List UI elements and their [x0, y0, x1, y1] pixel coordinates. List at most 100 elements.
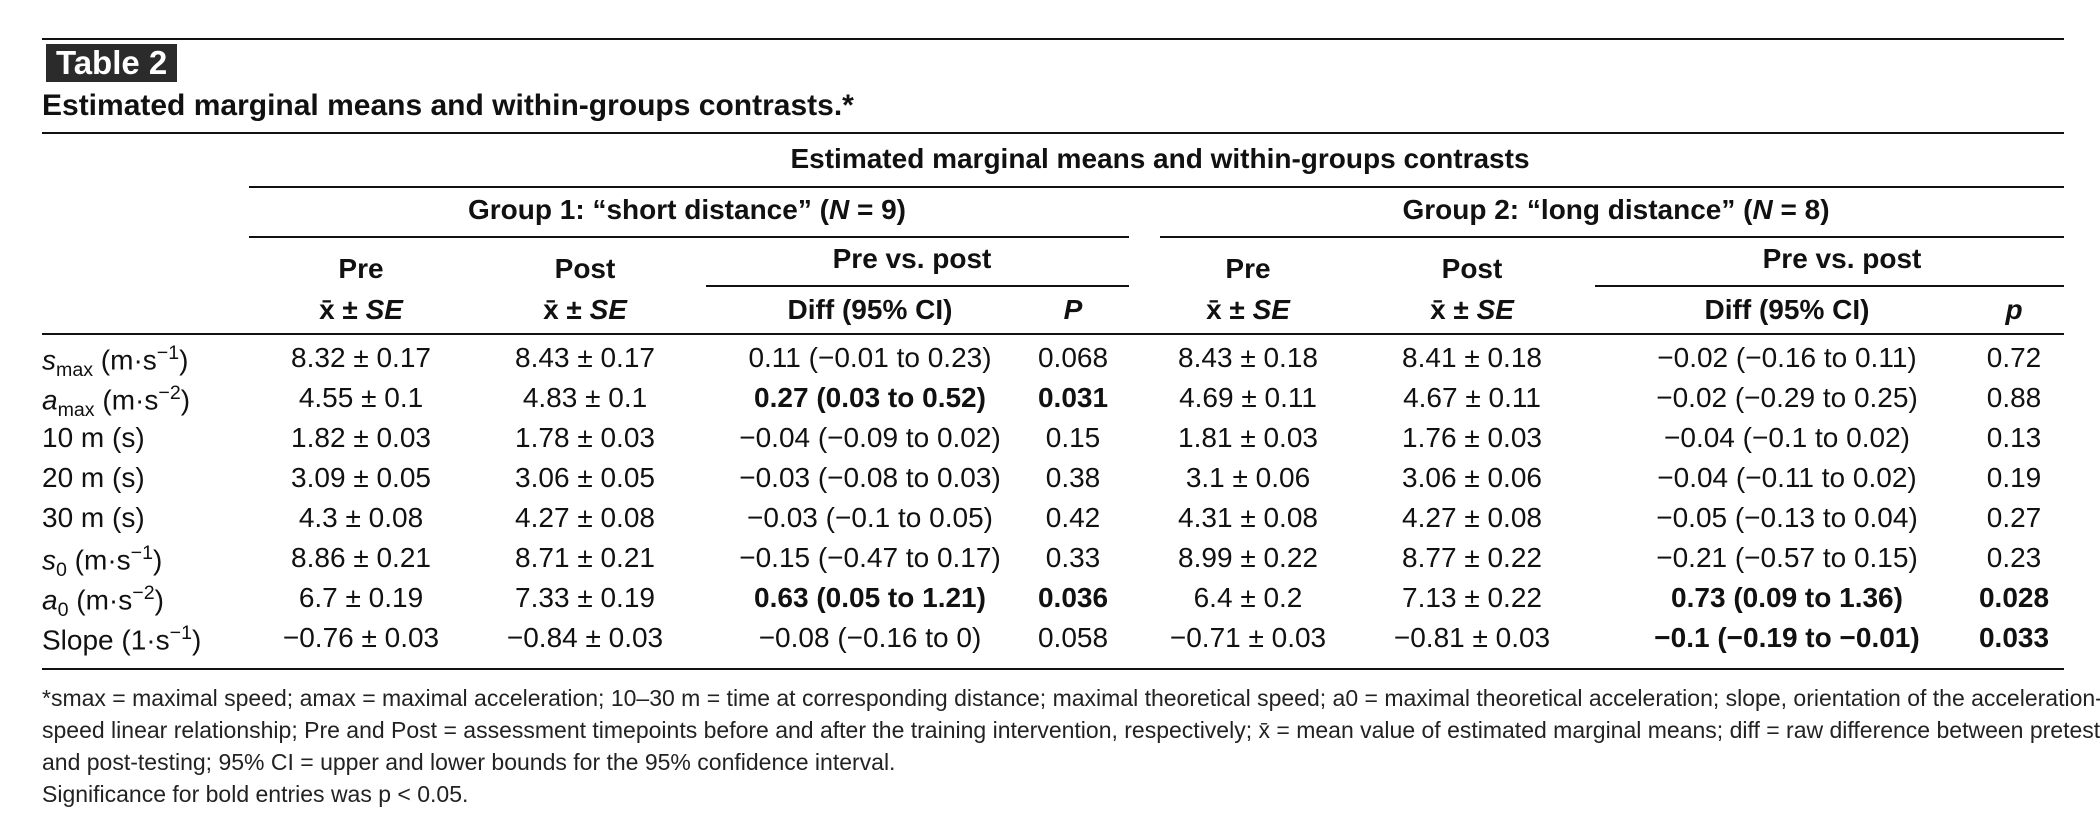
top-rule [42, 38, 2064, 40]
table-cell: 4.69 ± 0.11 [1179, 382, 1317, 413]
table-cell: 0.27 (0.03 to 0.52) [754, 382, 986, 413]
table-cell: 4.3 ± 0.08 [298, 502, 424, 533]
row-label: a0 (m·s−2) [42, 582, 164, 621]
row-label: amax (m·s−2) [42, 382, 191, 421]
table-cell: 0.38 [1045, 462, 1101, 493]
g1-prepost-header: Pre vs. post [832, 243, 992, 274]
table-cell: −0.02 (−0.29 to 0.25) [1656, 382, 1918, 413]
table-cell: −0.03 (−0.08 to 0.03) [739, 462, 1001, 493]
table-cell: 1.81 ± 0.03 [1178, 422, 1318, 453]
table-cell: 3.09 ± 0.05 [291, 462, 431, 493]
table-cell: 0.033 [1978, 622, 2050, 653]
table-cell: 8.43 ± 0.18 [1178, 342, 1318, 373]
table-cell: 0.33 [1045, 542, 1101, 573]
table-cell: 0.031 [1037, 382, 1109, 413]
table-cell: 4.55 ± 0.1 [298, 382, 424, 413]
table-cell: 0.036 [1037, 582, 1109, 613]
group1-header: Group 1: “short distance” (N = 9) [468, 194, 906, 225]
table-label: Table 2 [46, 44, 178, 82]
table-cell: −0.1 (−0.19 to −0.01) [1654, 622, 1920, 653]
table-cell: 8.77 ± 0.22 [1402, 542, 1542, 573]
caption-rule [42, 132, 2064, 134]
table-cell: 0.058 [1037, 622, 1109, 653]
table-cell: 4.83 ± 0.1 [522, 382, 648, 413]
table-cell: −0.02 (−0.16 to 0.11) [1657, 342, 1917, 373]
table-cell: 0.15 [1045, 422, 1101, 453]
row-label: 30 m (s) [42, 502, 145, 533]
g1-diff-header: Diff (95% CI) [787, 294, 953, 325]
table-cell: 0.42 [1045, 502, 1101, 533]
table-cell: 3.06 ± 0.06 [1402, 462, 1542, 493]
table-cell: 0.028 [1978, 582, 2050, 613]
header-bottom-rule [42, 333, 2064, 335]
table-cell: 0.13 [1986, 422, 2042, 453]
table-cell: 4.27 ± 0.08 [515, 502, 655, 533]
table-cell: 4.31 ± 0.08 [1178, 502, 1318, 533]
table-cell: 0.63 (0.05 to 1.21) [754, 582, 986, 613]
table-cell: 3.1 ± 0.06 [1185, 462, 1311, 493]
table-cell: 8.86 ± 0.21 [291, 542, 431, 573]
table-cell: 0.73 (0.09 to 1.36) [1671, 582, 1903, 613]
table-cell: 3.06 ± 0.05 [515, 462, 655, 493]
table-cell: −0.21 (−0.57 to 0.15) [1656, 542, 1918, 573]
table-cell: 0.11 (−0.01 to 0.23) [748, 342, 992, 373]
footnote-line: *smax = maximal speed; amax = maximal ac… [42, 685, 2100, 711]
table-cell: 6.4 ± 0.2 [1193, 582, 1303, 613]
g2-post-mean-se: x̄ ± SE [1430, 294, 1514, 325]
table-cell: 4.27 ± 0.08 [1402, 502, 1542, 533]
g2-prepost-rule [1595, 285, 2064, 287]
table-cell: −0.08 (−0.16 to 0) [758, 622, 982, 653]
table-caption: Estimated marginal means and within-grou… [42, 89, 854, 122]
g2-pre-header: Pre [1225, 253, 1271, 284]
footnote-line: and post-testing; 95% CI = upper and low… [42, 749, 896, 775]
table-cell: 0.72 [1986, 342, 2042, 373]
table-cell: 0.068 [1037, 342, 1109, 373]
g2-p-header: p [2005, 294, 2023, 325]
g2-prepost-header: Pre vs. post [1762, 243, 1922, 274]
table-cell: −0.84 ± 0.03 [506, 622, 664, 653]
row-label: smax (m·s−1) [42, 342, 189, 381]
g1-pre-header: Pre [338, 253, 384, 284]
row-label: 10 m (s) [42, 422, 145, 453]
table-cell: 0.27 [1986, 502, 2042, 533]
g1-post-mean-se: x̄ ± SE [543, 294, 627, 325]
table-cell: −0.04 (−0.09 to 0.02) [739, 422, 1001, 453]
table-cell: 1.78 ± 0.03 [515, 422, 655, 453]
table-cell: 7.33 ± 0.19 [515, 582, 655, 613]
spanner-rule [249, 186, 2064, 188]
g1-prepost-rule [706, 285, 1129, 287]
g2-post-header: Post [1441, 253, 1503, 284]
table-cell: 7.13 ± 0.22 [1402, 582, 1542, 613]
row-label: 20 m (s) [42, 462, 145, 493]
table-cell: −0.71 ± 0.03 [1169, 622, 1327, 653]
table-cell: 0.19 [1986, 462, 2042, 493]
g1-pre-mean-se: x̄ ± SE [319, 294, 403, 325]
table-bottom-rule [42, 668, 2064, 670]
table-cell: 8.99 ± 0.22 [1178, 542, 1318, 573]
table-cell: 1.82 ± 0.03 [291, 422, 431, 453]
table-cell: −0.76 ± 0.03 [282, 622, 440, 653]
group2-header: Group 2: “long distance” (N = 8) [1402, 194, 1830, 225]
spanner-header: Estimated marginal means and within-grou… [790, 143, 1530, 174]
g1-post-header: Post [554, 253, 616, 284]
g2-pre-mean-se: x̄ ± SE [1206, 294, 1290, 325]
row-label: Slope (1·s−1) [42, 622, 202, 656]
group1-rule [249, 236, 1129, 238]
table-cell: −0.04 (−0.1 to 0.02) [1664, 422, 1910, 453]
table-cell: 0.88 [1986, 382, 2042, 413]
table-cell: 8.41 ± 0.18 [1402, 342, 1542, 373]
row-label: s0 (m·s−1) [42, 542, 163, 581]
table-cell: −0.03 (−0.1 to 0.05) [747, 502, 993, 533]
table-cell: 1.76 ± 0.03 [1402, 422, 1542, 453]
table-cell: 4.67 ± 0.11 [1403, 382, 1541, 413]
footnote-line: Significance for bold entries was p < 0.… [42, 781, 469, 807]
table-cell: −0.04 (−0.11 to 0.02) [1657, 462, 1917, 493]
footnote-line: speed linear relationship; Pre and Post … [42, 717, 2100, 743]
g1-p-header: P [1063, 294, 1083, 325]
table-cell: 0.23 [1986, 542, 2042, 573]
table-cell: 6.7 ± 0.19 [298, 582, 424, 613]
table-cell: 8.32 ± 0.17 [291, 342, 431, 373]
group2-rule [1160, 236, 2064, 238]
table-cell: 8.71 ± 0.21 [515, 542, 655, 573]
g2-diff-header: Diff (95% CI) [1704, 294, 1870, 325]
